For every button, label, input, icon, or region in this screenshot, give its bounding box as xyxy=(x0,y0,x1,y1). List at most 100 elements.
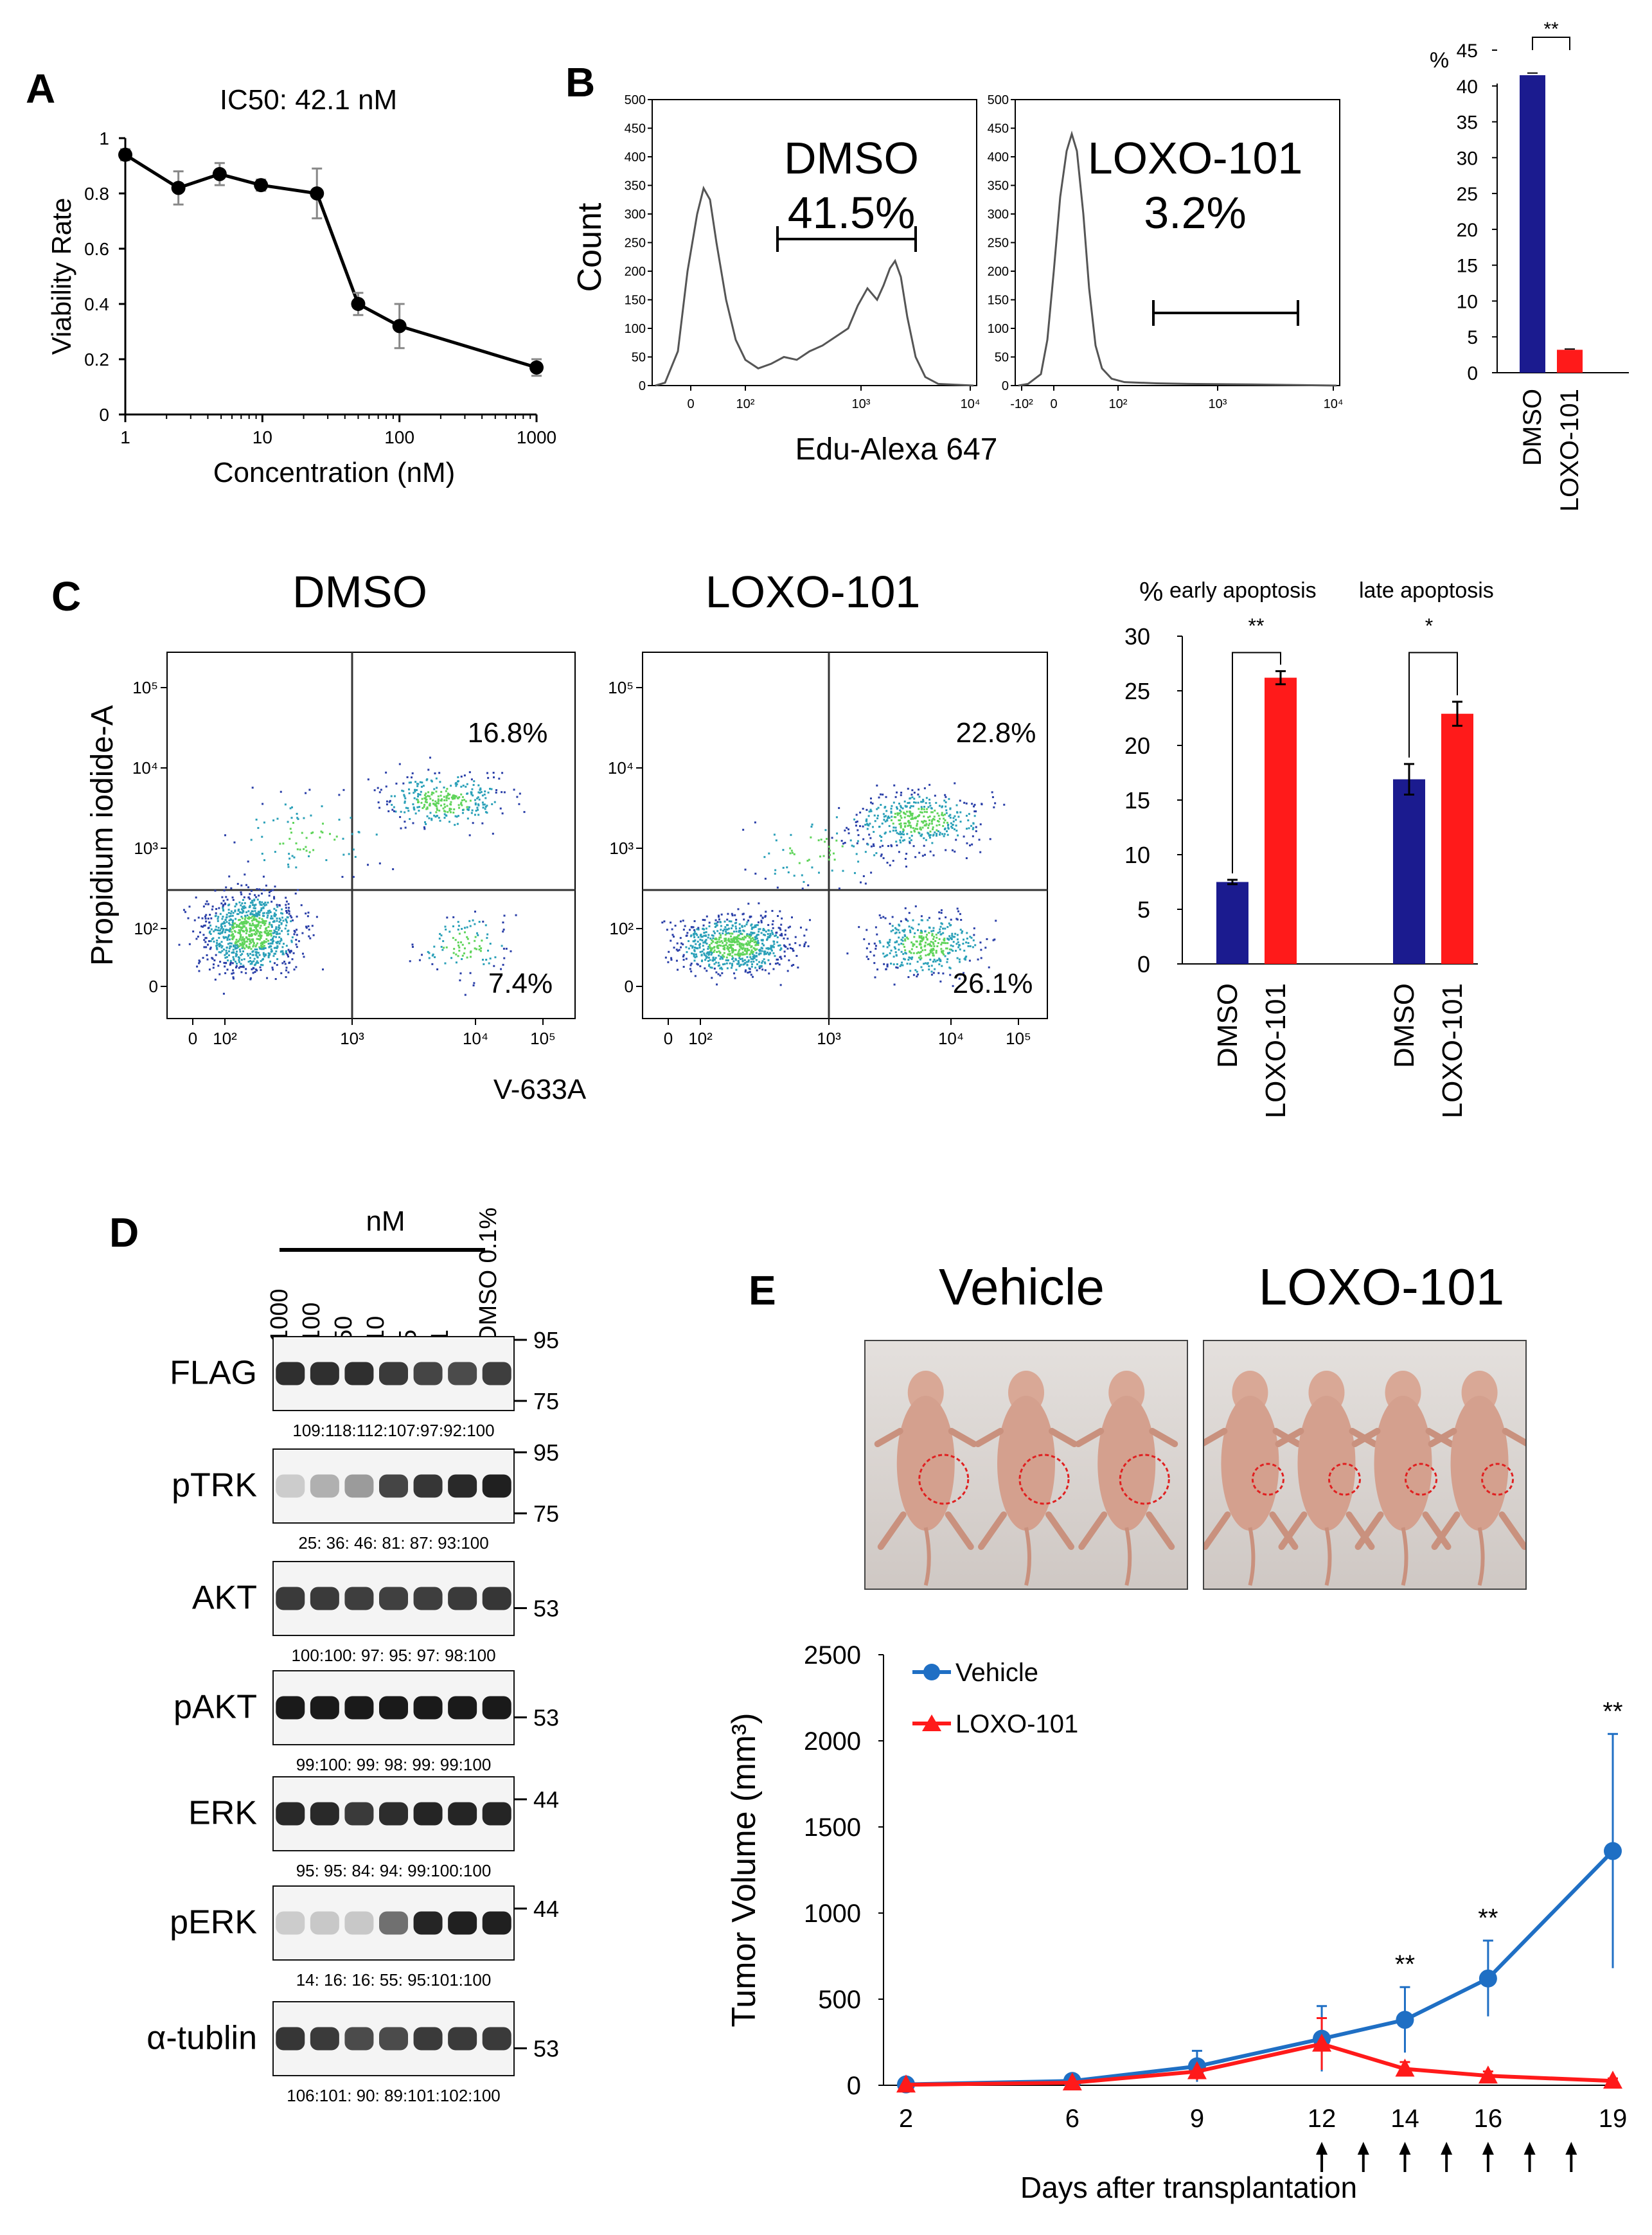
dmso-lower-right-pct: 7.4% xyxy=(488,968,553,999)
scatter-dot xyxy=(305,850,308,852)
scatter-dot xyxy=(285,924,287,927)
scatter-dot xyxy=(463,931,466,934)
scatter-dot xyxy=(693,920,696,922)
scatter-dot xyxy=(445,946,448,948)
scatter-dot xyxy=(251,910,254,913)
scatter-dot xyxy=(757,934,759,936)
scatter-dot xyxy=(244,918,246,920)
scatter-dot xyxy=(770,949,773,952)
scatter-dot xyxy=(247,954,249,957)
scatter-dot xyxy=(479,950,482,952)
scatter-dot xyxy=(227,959,229,962)
scatter-dot xyxy=(262,922,264,924)
scatter-dot xyxy=(231,969,234,972)
scatter-dot xyxy=(222,904,225,906)
scatter-dot xyxy=(756,934,758,937)
scatter-dot xyxy=(387,810,390,812)
scatter-dot xyxy=(255,954,258,957)
scatter-dot xyxy=(758,902,760,905)
scatter-dot xyxy=(294,893,297,895)
legend-vehicle-label: Vehicle xyxy=(955,1659,1038,1687)
scatter-dot xyxy=(928,815,931,818)
scatter-dot xyxy=(232,912,235,914)
e-significance-mark: ** xyxy=(1478,1904,1498,1932)
scatter-dot xyxy=(770,945,772,947)
marker-label: 44 xyxy=(533,1896,559,1922)
scatter-dot xyxy=(880,916,882,919)
scatter-dot xyxy=(426,806,429,809)
scatter-dot xyxy=(959,799,961,802)
scatter-dot xyxy=(222,992,225,995)
scatter-dot xyxy=(716,983,718,986)
scatter-dot xyxy=(693,936,696,938)
scatter-dot xyxy=(249,978,252,981)
scatter-dot xyxy=(222,922,225,925)
scatter-dot xyxy=(699,965,702,968)
blot-row-label: pERK xyxy=(170,1904,257,1941)
scatter-dot xyxy=(333,839,336,841)
scatter-dot xyxy=(932,960,935,963)
scatter-dot xyxy=(900,920,902,923)
hist-xtick-label: 10² xyxy=(1109,397,1128,411)
marker-label: 53 xyxy=(533,2036,559,2062)
blot-band xyxy=(482,1474,511,1498)
scatter-dot xyxy=(229,942,231,945)
scatter-dot xyxy=(910,957,913,960)
scatter-dot xyxy=(295,966,298,968)
scatter-dot xyxy=(756,924,758,927)
blot-band xyxy=(379,1802,408,1826)
scatter-dot xyxy=(702,941,705,944)
scatter-dot xyxy=(885,815,887,817)
scatter-dot xyxy=(450,785,452,787)
scatter-dot xyxy=(438,772,441,774)
scatter-dot xyxy=(315,916,318,918)
scatter-dot xyxy=(663,920,666,923)
scatter-dot xyxy=(695,953,697,956)
scatter-dot xyxy=(278,927,281,929)
a-viability-line xyxy=(124,153,537,370)
scatter-dot xyxy=(231,896,234,899)
scatter-dot xyxy=(713,932,716,934)
scatter-dot xyxy=(725,938,727,940)
scatter-dot xyxy=(922,800,925,803)
scatter-dot xyxy=(910,813,912,815)
scatter-dot xyxy=(483,803,486,806)
scatter-dot xyxy=(707,945,710,948)
scatter-dot xyxy=(273,947,276,949)
scatter-dot xyxy=(931,934,934,937)
scatter-dot xyxy=(942,824,945,827)
scatter-dot xyxy=(446,788,449,790)
scatter-dot xyxy=(398,763,401,765)
scatter-dot xyxy=(477,934,479,936)
scatter-dot xyxy=(367,778,369,781)
scatter-dot xyxy=(218,929,220,932)
scatter-dot xyxy=(842,842,845,845)
scatter-dot xyxy=(296,817,299,819)
scatter-dot xyxy=(968,959,971,962)
scatter-dot xyxy=(695,943,697,945)
scatter-dot xyxy=(853,845,855,848)
scatter-dot xyxy=(945,947,948,950)
scatter-dot xyxy=(731,944,734,947)
scatter-dot xyxy=(232,925,235,927)
scatter-dot xyxy=(673,947,675,949)
scatter-dot xyxy=(753,947,756,950)
scatter-dot xyxy=(670,922,672,924)
scatter-dot xyxy=(240,954,242,956)
scatter-dot xyxy=(777,958,779,961)
scatter-dot xyxy=(768,852,770,855)
scatter-dot xyxy=(722,957,724,960)
scatter-dot xyxy=(287,948,290,951)
scatter-dot xyxy=(771,931,774,934)
scatter-dot xyxy=(249,939,252,942)
scatter-dot xyxy=(261,918,263,920)
scatter-dot xyxy=(905,918,907,920)
scatter-dot xyxy=(955,950,957,952)
scatter-dot xyxy=(239,950,242,953)
scatter-dot xyxy=(281,930,283,932)
early-apoptosis-label: early apoptosis xyxy=(1169,578,1317,603)
scatter-dot xyxy=(214,889,217,892)
scatter-dot xyxy=(240,959,243,961)
scatter-dot xyxy=(264,902,267,904)
scatter-dot xyxy=(725,962,728,965)
